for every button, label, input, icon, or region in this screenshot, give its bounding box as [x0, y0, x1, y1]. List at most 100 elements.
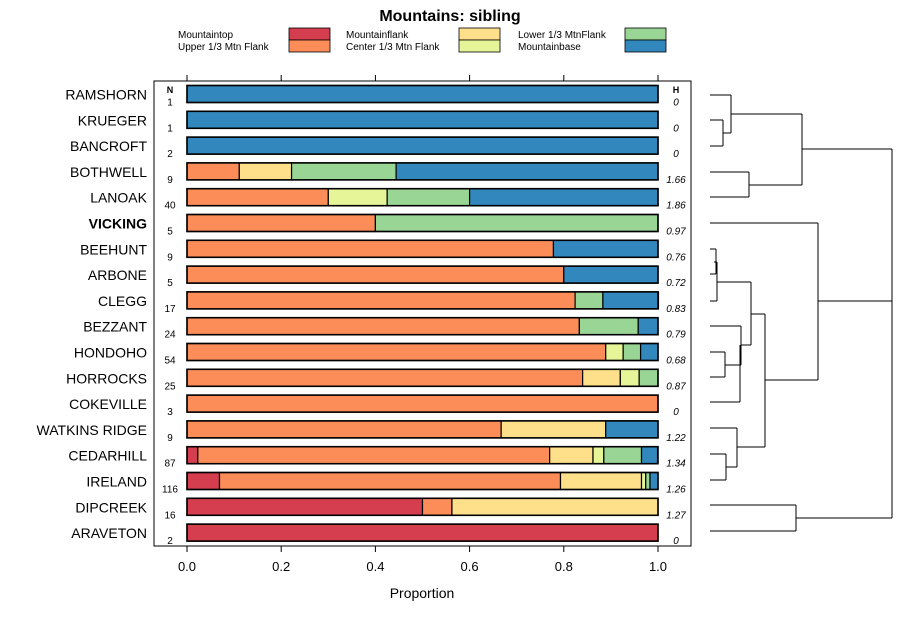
bar-segment	[186, 110, 659, 129]
bar-segment	[637, 317, 659, 336]
x-axis: 0.0 0.2 0.4 0.6 0.8 1.0	[178, 75, 667, 574]
bar-outline	[186, 213, 659, 233]
x-tick-label: 1.0	[649, 559, 667, 574]
category-label: BEEHUNT	[80, 241, 147, 257]
bar-segment	[186, 188, 329, 207]
bar-outline	[186, 523, 659, 542]
bar-segment	[186, 136, 659, 155]
bar-segment	[639, 342, 659, 362]
n-value: 9	[167, 433, 173, 444]
category-label: CEDARHILL	[68, 448, 147, 464]
category-label: IRELAND	[86, 474, 147, 490]
legend-swatch	[458, 39, 501, 53]
bar-segment	[421, 497, 453, 516]
bar-outline	[186, 342, 659, 362]
bar-segment	[602, 291, 660, 310]
bar-segment	[451, 497, 659, 516]
h-value: 1.34	[666, 459, 686, 470]
h-value: 0	[673, 123, 679, 134]
bar-group	[186, 84, 660, 542]
h-value: 0	[673, 149, 679, 160]
bar-segment	[186, 394, 659, 413]
legend-label: Lower 1/3 MtnFlank	[518, 30, 607, 41]
h-header: H	[673, 85, 680, 95]
x-tick-label: 0.8	[555, 559, 573, 574]
bar-segment	[500, 420, 607, 439]
bar-outline	[186, 368, 659, 388]
legend-swatch	[458, 27, 501, 41]
x-axis-label: Proportion	[390, 585, 455, 601]
n-value: 40	[164, 201, 176, 212]
h-value: 0	[673, 98, 679, 109]
legend-swatch	[288, 27, 331, 41]
h-value: 0.79	[666, 330, 686, 341]
h-value: 0	[673, 407, 679, 418]
h-value: 0.68	[666, 356, 686, 367]
bar-outline	[186, 187, 659, 207]
n-value: 17	[164, 304, 176, 315]
category-label: COKEVILLE	[69, 396, 147, 412]
plot-frame	[153, 80, 692, 547]
bar-segment	[186, 162, 240, 181]
bar-segment	[374, 213, 659, 233]
n-value: 16	[164, 510, 176, 521]
bar-segment	[186, 342, 607, 362]
bar-segment	[186, 446, 199, 465]
legend-swatch	[624, 39, 667, 53]
bar-outline	[186, 239, 659, 259]
bar-segment	[649, 471, 659, 491]
bar-segment	[395, 162, 659, 181]
bar-outline	[186, 136, 659, 155]
category-label: HORROCKS	[66, 370, 147, 386]
bar-segment	[186, 265, 565, 284]
category-label: RAMSHORN	[65, 87, 147, 103]
bar-segment	[469, 188, 659, 207]
h-value: 1.22	[666, 433, 686, 444]
bar-outline	[186, 265, 659, 284]
bar-segment	[186, 497, 424, 516]
n-value: 87	[164, 459, 176, 470]
bar-outline	[186, 316, 659, 336]
x-tick-label: 0.4	[366, 559, 384, 574]
n-value: 3	[167, 407, 173, 418]
h-value: 1.86	[666, 201, 686, 212]
bar-segment	[605, 342, 624, 362]
bar-outline	[186, 110, 659, 130]
bar-segment	[552, 239, 659, 258]
bar-segment	[582, 368, 621, 387]
n-value: 2	[167, 536, 173, 547]
bar-segment	[559, 471, 643, 491]
category-label: KRUEGER	[78, 112, 147, 128]
chart-title: Mountains: sibling	[379, 8, 520, 25]
bar-segment	[290, 162, 397, 181]
n-value: 25	[164, 381, 176, 392]
n-value: 116	[162, 485, 178, 496]
x-tick-label: 0.2	[272, 559, 290, 574]
dendrogram	[710, 94, 893, 532]
bar-segment	[622, 342, 642, 362]
legend-label: Upper 1/3 Mtn Flank	[178, 42, 270, 53]
bar-outline	[186, 394, 659, 413]
legend-label: Center 1/3 Mtn Flank	[346, 42, 440, 53]
n-header: N	[167, 85, 174, 95]
bar-segment	[186, 239, 555, 258]
bar-segment	[327, 188, 388, 207]
bar-segment	[578, 317, 639, 336]
bar-segment	[186, 420, 502, 439]
n-value: 1	[167, 98, 173, 109]
bar-outline	[186, 162, 659, 181]
bar-segment	[238, 162, 293, 181]
category-label: HONDOHO	[74, 345, 147, 361]
bar-outline	[186, 445, 659, 465]
category-label: BOTHWELL	[70, 164, 147, 180]
bar-segment	[386, 188, 471, 207]
bar-outline	[186, 420, 659, 439]
bar-segment	[640, 471, 647, 491]
category-labels: RAMSHORN 1 0 KRUEGER 1 0 BANCROFT 2 0 BOTHWELL 9 1.…	[37, 87, 687, 548]
bar-segment	[592, 446, 605, 465]
n-value: 5	[167, 278, 173, 289]
legend-swatch	[624, 27, 667, 41]
x-tick-label: 0.0	[178, 559, 196, 574]
bar-segment	[640, 446, 659, 465]
